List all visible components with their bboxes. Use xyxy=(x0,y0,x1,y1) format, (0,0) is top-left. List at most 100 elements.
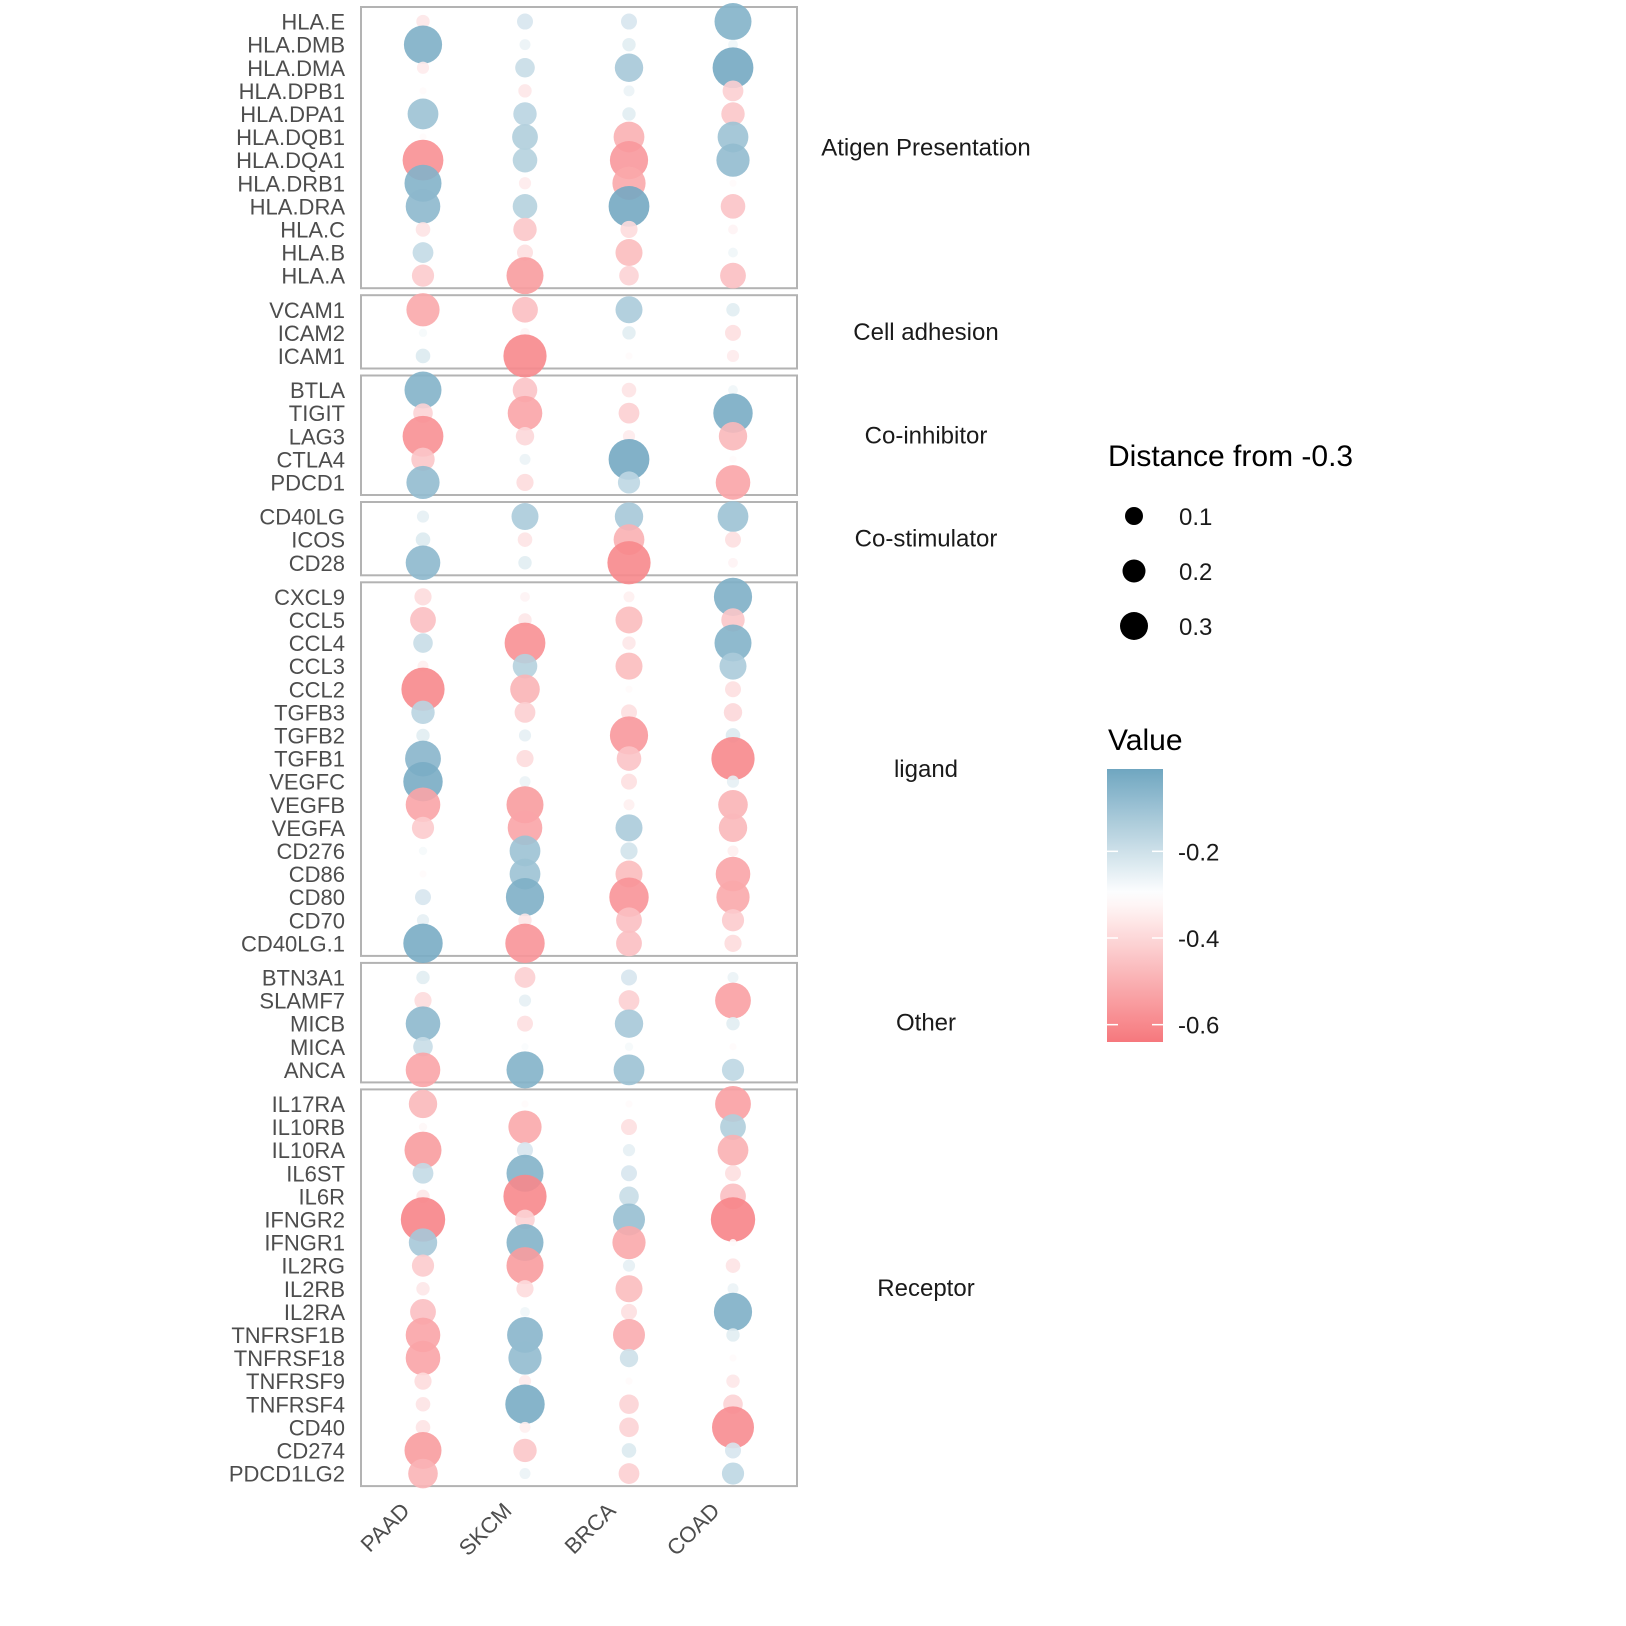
data-point xyxy=(513,1438,537,1463)
data-point xyxy=(621,1119,637,1136)
y-tick-label: CXCL9 xyxy=(274,585,345,610)
y-tick-label: HLA.DRA xyxy=(250,194,346,219)
data-point xyxy=(503,334,547,378)
y-tick-label: TNFRSF18 xyxy=(234,1346,345,1371)
data-point xyxy=(517,1142,533,1159)
data-point xyxy=(729,1354,737,1362)
data-point xyxy=(714,624,752,662)
data-point xyxy=(612,1225,646,1260)
facet-strip-labels: Atigen Presentation Cell adhesion Co-inhib… xyxy=(821,135,1030,1302)
y-tick-label: HLA.C xyxy=(280,217,345,242)
data-point xyxy=(402,415,444,457)
data-point xyxy=(727,1283,739,1295)
facet-label: Atigen Presentation xyxy=(821,135,1030,162)
y-tick-label: CD28 xyxy=(289,551,345,576)
facet-panel-2 xyxy=(360,374,798,496)
data-point xyxy=(406,465,440,500)
data-point xyxy=(518,729,532,742)
data-point xyxy=(621,1443,637,1458)
x-tick-label: COAD xyxy=(662,1498,725,1561)
data-point xyxy=(412,242,434,263)
x-axis-labels: PAAD SKCM BRCA COAD xyxy=(356,1498,725,1561)
y-tick-label: ICAM2 xyxy=(278,321,345,346)
size-legend-key xyxy=(1125,507,1143,525)
data-point xyxy=(408,1458,438,1489)
y-tick-label: IL6R xyxy=(299,1184,345,1209)
data-point xyxy=(619,265,639,286)
data-point xyxy=(616,746,642,771)
y-tick-label: VEGFB xyxy=(270,793,345,818)
y-tick-label: ICOS xyxy=(291,528,345,553)
y-tick-label: IFNGR2 xyxy=(264,1207,345,1232)
data-point xyxy=(623,799,635,811)
y-tick-label: HLA.DMA xyxy=(247,56,345,81)
data-point xyxy=(520,1306,530,1317)
data-point xyxy=(618,990,640,1011)
data-point xyxy=(727,845,739,857)
data-point xyxy=(623,591,635,603)
facet-label: Receptor xyxy=(877,1275,974,1302)
data-point xyxy=(728,224,738,235)
data-point xyxy=(505,1384,545,1424)
data-point xyxy=(714,3,752,41)
size-legend-key xyxy=(1120,612,1148,640)
data-point xyxy=(728,247,738,258)
data-point xyxy=(729,179,737,187)
y-tick-label: HLA.E xyxy=(281,10,345,35)
data-point xyxy=(720,262,746,289)
data-point xyxy=(713,393,753,433)
data-point xyxy=(614,1009,644,1038)
data-point xyxy=(519,39,531,51)
data-point xyxy=(412,1162,434,1184)
data-point xyxy=(512,653,538,679)
data-point xyxy=(613,1054,645,1086)
y-tick-label: CD70 xyxy=(289,908,345,933)
facet-panel-5 xyxy=(360,961,798,1084)
data-point xyxy=(727,971,739,983)
data-point xyxy=(720,1114,746,1140)
size-legend-title: Distance from -0.3 xyxy=(1108,440,1353,473)
data-point xyxy=(514,967,536,988)
data-point xyxy=(418,1122,428,1132)
data-point xyxy=(715,465,751,500)
y-tick-label: TNFRSF9 xyxy=(246,1369,345,1394)
data-point xyxy=(616,907,642,934)
data-point xyxy=(404,1431,442,1469)
size-legend: Distance from -0.3 0.1 0.2 0.3 xyxy=(1108,440,1353,641)
y-tick-label: HLA.DMB xyxy=(247,33,345,58)
data-point xyxy=(726,1016,740,1031)
data-point xyxy=(517,244,533,261)
data-point xyxy=(506,1247,544,1285)
facet-panel-6 xyxy=(360,1088,798,1488)
y-tick-label: CD276 xyxy=(277,839,345,864)
data-point xyxy=(608,438,650,480)
data-point xyxy=(411,264,435,287)
data-point xyxy=(615,814,643,842)
data-point xyxy=(416,14,430,29)
data-point xyxy=(507,1317,543,1353)
data-point xyxy=(504,622,546,664)
data-point xyxy=(405,545,441,581)
facet-label: Other xyxy=(896,1010,956,1037)
data-point xyxy=(622,326,636,340)
data-point xyxy=(416,1282,430,1296)
data-point xyxy=(621,1303,637,1320)
data-point xyxy=(710,1197,756,1242)
data-point xyxy=(410,607,436,633)
data-point xyxy=(403,923,443,964)
data-point xyxy=(519,1468,531,1480)
data-point xyxy=(410,1298,436,1325)
data-point xyxy=(512,124,538,150)
y-tick-label: CD40 xyxy=(289,1415,345,1440)
data-point xyxy=(615,1275,643,1303)
data-point xyxy=(729,1238,737,1247)
size-legend-label: 0.1 xyxy=(1179,504,1212,531)
data-point xyxy=(404,371,442,409)
data-point xyxy=(713,1292,753,1331)
data-point xyxy=(518,84,532,98)
data-point xyxy=(622,37,636,52)
data-point xyxy=(625,685,633,693)
data-point xyxy=(621,1165,637,1182)
y-tick-label: ICAM1 xyxy=(278,344,345,369)
